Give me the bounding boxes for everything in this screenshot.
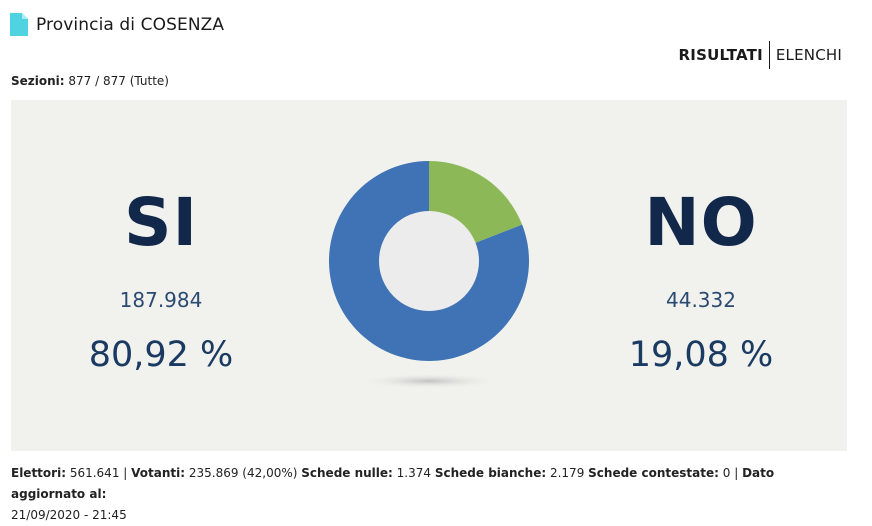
- sezioni-label: Sezioni:: [11, 74, 65, 88]
- nulle-label: Schede nulle:: [301, 466, 393, 480]
- page-title: Provincia di COSENZA: [36, 14, 225, 35]
- no-votes: 44.332: [666, 288, 736, 312]
- elettori-value: 561.641: [69, 466, 120, 480]
- no-label: NO: [644, 184, 758, 261]
- donut-hole: [379, 211, 479, 311]
- footer-stats: Elettori: 561.641 | Votanti: 235.869 (42…: [11, 466, 775, 522]
- results-panel: SI 187.984 80,92 % NO 44.332 19,08 %: [11, 100, 847, 451]
- nulle-value: 1.374: [396, 466, 432, 480]
- bianche-label: Schede bianche:: [434, 466, 547, 480]
- contestate-value: 0: [722, 466, 731, 480]
- no-percent: 19,08 %: [628, 335, 774, 375]
- votanti-value: 235.869 (42,00%): [188, 466, 298, 480]
- si-votes: 187.984: [119, 288, 203, 312]
- si-percent: 80,92 %: [88, 335, 234, 375]
- page-header: Provincia di COSENZA: [10, 13, 224, 36]
- donut-chart: [327, 156, 531, 392]
- aggiornato-label: Dato aggiornato al:: [11, 466, 775, 501]
- donut-svg: [329, 161, 529, 388]
- elettori-label: Elettori:: [11, 466, 66, 480]
- aggiornato-value: 21/09/2020 - 21:45: [11, 508, 127, 522]
- bianche-value: 2.179: [549, 466, 585, 480]
- contestate-label: Schede contestate:: [588, 466, 719, 480]
- document-icon: [10, 13, 28, 36]
- tab-risultati[interactable]: RISULTATI: [678, 46, 763, 64]
- sezioni-value: 877 / 877 (Tutte): [68, 74, 169, 88]
- si-label: SI: [123, 184, 199, 261]
- tab-elenchi[interactable]: ELENCHI: [775, 46, 842, 64]
- sezioni-info: Sezioni: 877 / 877 (Tutte): [11, 74, 169, 88]
- view-switch: RISULTATI ELENCHI: [679, 41, 842, 69]
- votanti-label: Votanti:: [131, 466, 186, 480]
- tab-divider: [768, 41, 770, 69]
- donut-shadow: [363, 374, 495, 388]
